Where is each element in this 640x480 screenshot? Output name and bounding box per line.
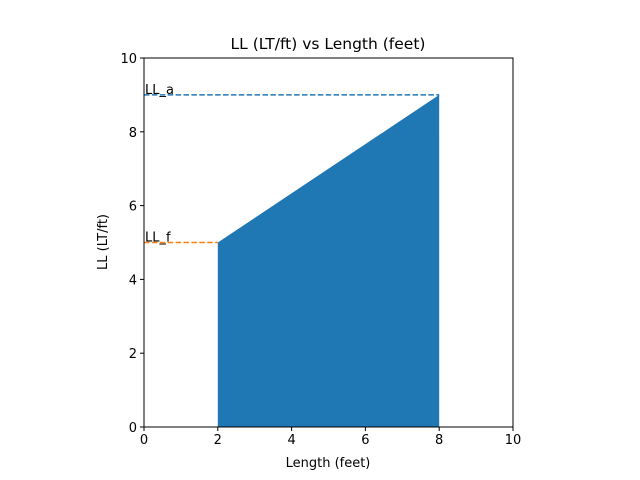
x-tick-label: 2 [214,433,222,448]
y-tick-label: 4 [129,273,137,288]
chart-title: LL (LT/ft) vs Length (feet) [231,35,426,53]
y-tick-label: 8 [129,126,137,141]
x-tick-label: 10 [505,433,522,448]
filled-area [217,94,440,428]
plot-area: LL_a LL_f 0 2 4 6 8 10 0 2 4 6 8 10 [120,52,521,448]
y-axis-label: LL (LT/ft) [96,214,111,270]
x-tick-label: 6 [361,433,369,448]
y-tick-label: 2 [129,347,137,362]
y-tick-label: 6 [129,200,137,215]
x-axis-label: Length (feet) [286,456,371,471]
y-tick-label: 10 [120,52,137,67]
annotation-ll-a: LL_a [145,83,174,98]
x-tick-label: 8 [435,433,443,448]
annotation-ll-f: LL_f [145,231,171,246]
x-tick-label: 0 [140,433,148,448]
y-tick-label: 0 [129,421,137,436]
axes-frame [143,57,514,428]
x-tick-label: 4 [287,433,295,448]
